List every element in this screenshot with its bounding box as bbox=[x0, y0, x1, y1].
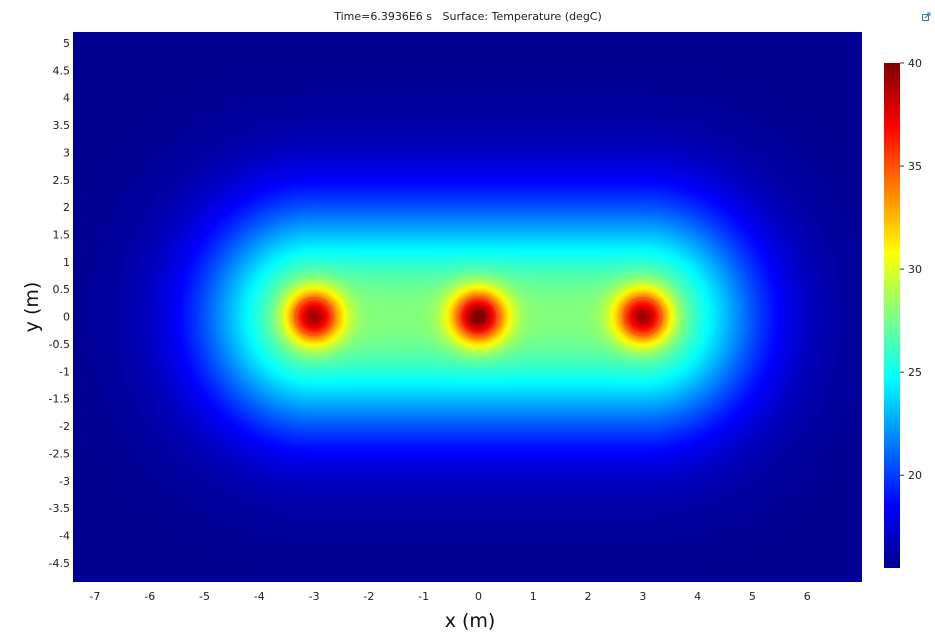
y-tick-label: 3.5 bbox=[53, 119, 71, 132]
x-tick-label: 6 bbox=[804, 590, 811, 603]
heatmap-surface bbox=[73, 32, 862, 582]
x-tick-label: -3 bbox=[309, 590, 320, 603]
x-tick-label: 4 bbox=[694, 590, 701, 603]
x-tick-label: -7 bbox=[89, 590, 100, 603]
heat-source-marker bbox=[458, 296, 499, 337]
y-tick-label: -3 bbox=[59, 475, 70, 488]
x-axis-ticks: -7 -6 -5 -4 -3 -2 -1 0 1 2 3 4 5 6 bbox=[89, 590, 810, 603]
colorbar bbox=[884, 63, 900, 568]
y-tick-label: 5 bbox=[63, 37, 70, 50]
y-tick-label: 0 bbox=[63, 311, 70, 324]
x-tick-label: 2 bbox=[585, 590, 592, 603]
x-tick-label: -4 bbox=[254, 590, 265, 603]
y-tick-label: 4 bbox=[63, 92, 70, 105]
x-axis-label: x (m) bbox=[445, 610, 496, 632]
y-tick-label: 2 bbox=[63, 201, 70, 214]
export-image-icon[interactable] bbox=[922, 12, 931, 21]
y-tick-label: -0.5 bbox=[49, 338, 70, 351]
colorbar-tick-label: 40 bbox=[908, 57, 922, 70]
x-tick-label: -1 bbox=[418, 590, 429, 603]
heat-source-marker bbox=[623, 296, 663, 337]
y-tick-label: 4.5 bbox=[53, 64, 71, 77]
colorbar-tick-label: 20 bbox=[908, 469, 922, 482]
y-tick-label: 0.5 bbox=[53, 283, 71, 296]
y-tick-label: -1.5 bbox=[49, 393, 70, 406]
heat-source-marker bbox=[294, 296, 334, 337]
x-tick-label: 0 bbox=[475, 590, 482, 603]
y-tick-label: -4.5 bbox=[49, 557, 70, 570]
colorbar-tick-label: 25 bbox=[908, 366, 922, 379]
y-tick-label: 1 bbox=[63, 256, 70, 269]
y-tick-label: 1.5 bbox=[53, 228, 71, 241]
x-tick-label: -6 bbox=[144, 590, 155, 603]
y-tick-label: 3 bbox=[63, 146, 70, 159]
chart-title: Time=6.3936E6 s Surface: Temperature (de… bbox=[333, 10, 602, 23]
x-tick-label: 3 bbox=[639, 590, 646, 603]
y-tick-label: -2.5 bbox=[49, 447, 70, 460]
x-tick-label: -5 bbox=[199, 590, 210, 603]
heat-source-outlines bbox=[294, 296, 663, 337]
y-tick-label: -1 bbox=[59, 365, 70, 378]
colorbar-ticks: 40 35 30 25 20 bbox=[900, 57, 922, 482]
y-axis-label: y (m) bbox=[21, 282, 43, 333]
y-tick-label: -4 bbox=[59, 529, 70, 542]
colorbar-tick-label: 30 bbox=[908, 263, 922, 276]
x-tick-label: 5 bbox=[749, 590, 756, 603]
y-tick-label: -2 bbox=[59, 420, 70, 433]
y-tick-label: 2.5 bbox=[53, 174, 71, 187]
colorbar-tick-label: 35 bbox=[908, 160, 922, 173]
x-tick-label: 1 bbox=[530, 590, 537, 603]
y-axis-ticks: 5 4.5 4 3.5 3 2.5 2 1.5 1 0.5 0 -0.5 -1 -1.5 -2 -2.5 -3 -… bbox=[49, 37, 70, 570]
x-tick-label: -2 bbox=[363, 590, 374, 603]
y-tick-label: -3.5 bbox=[49, 502, 70, 515]
